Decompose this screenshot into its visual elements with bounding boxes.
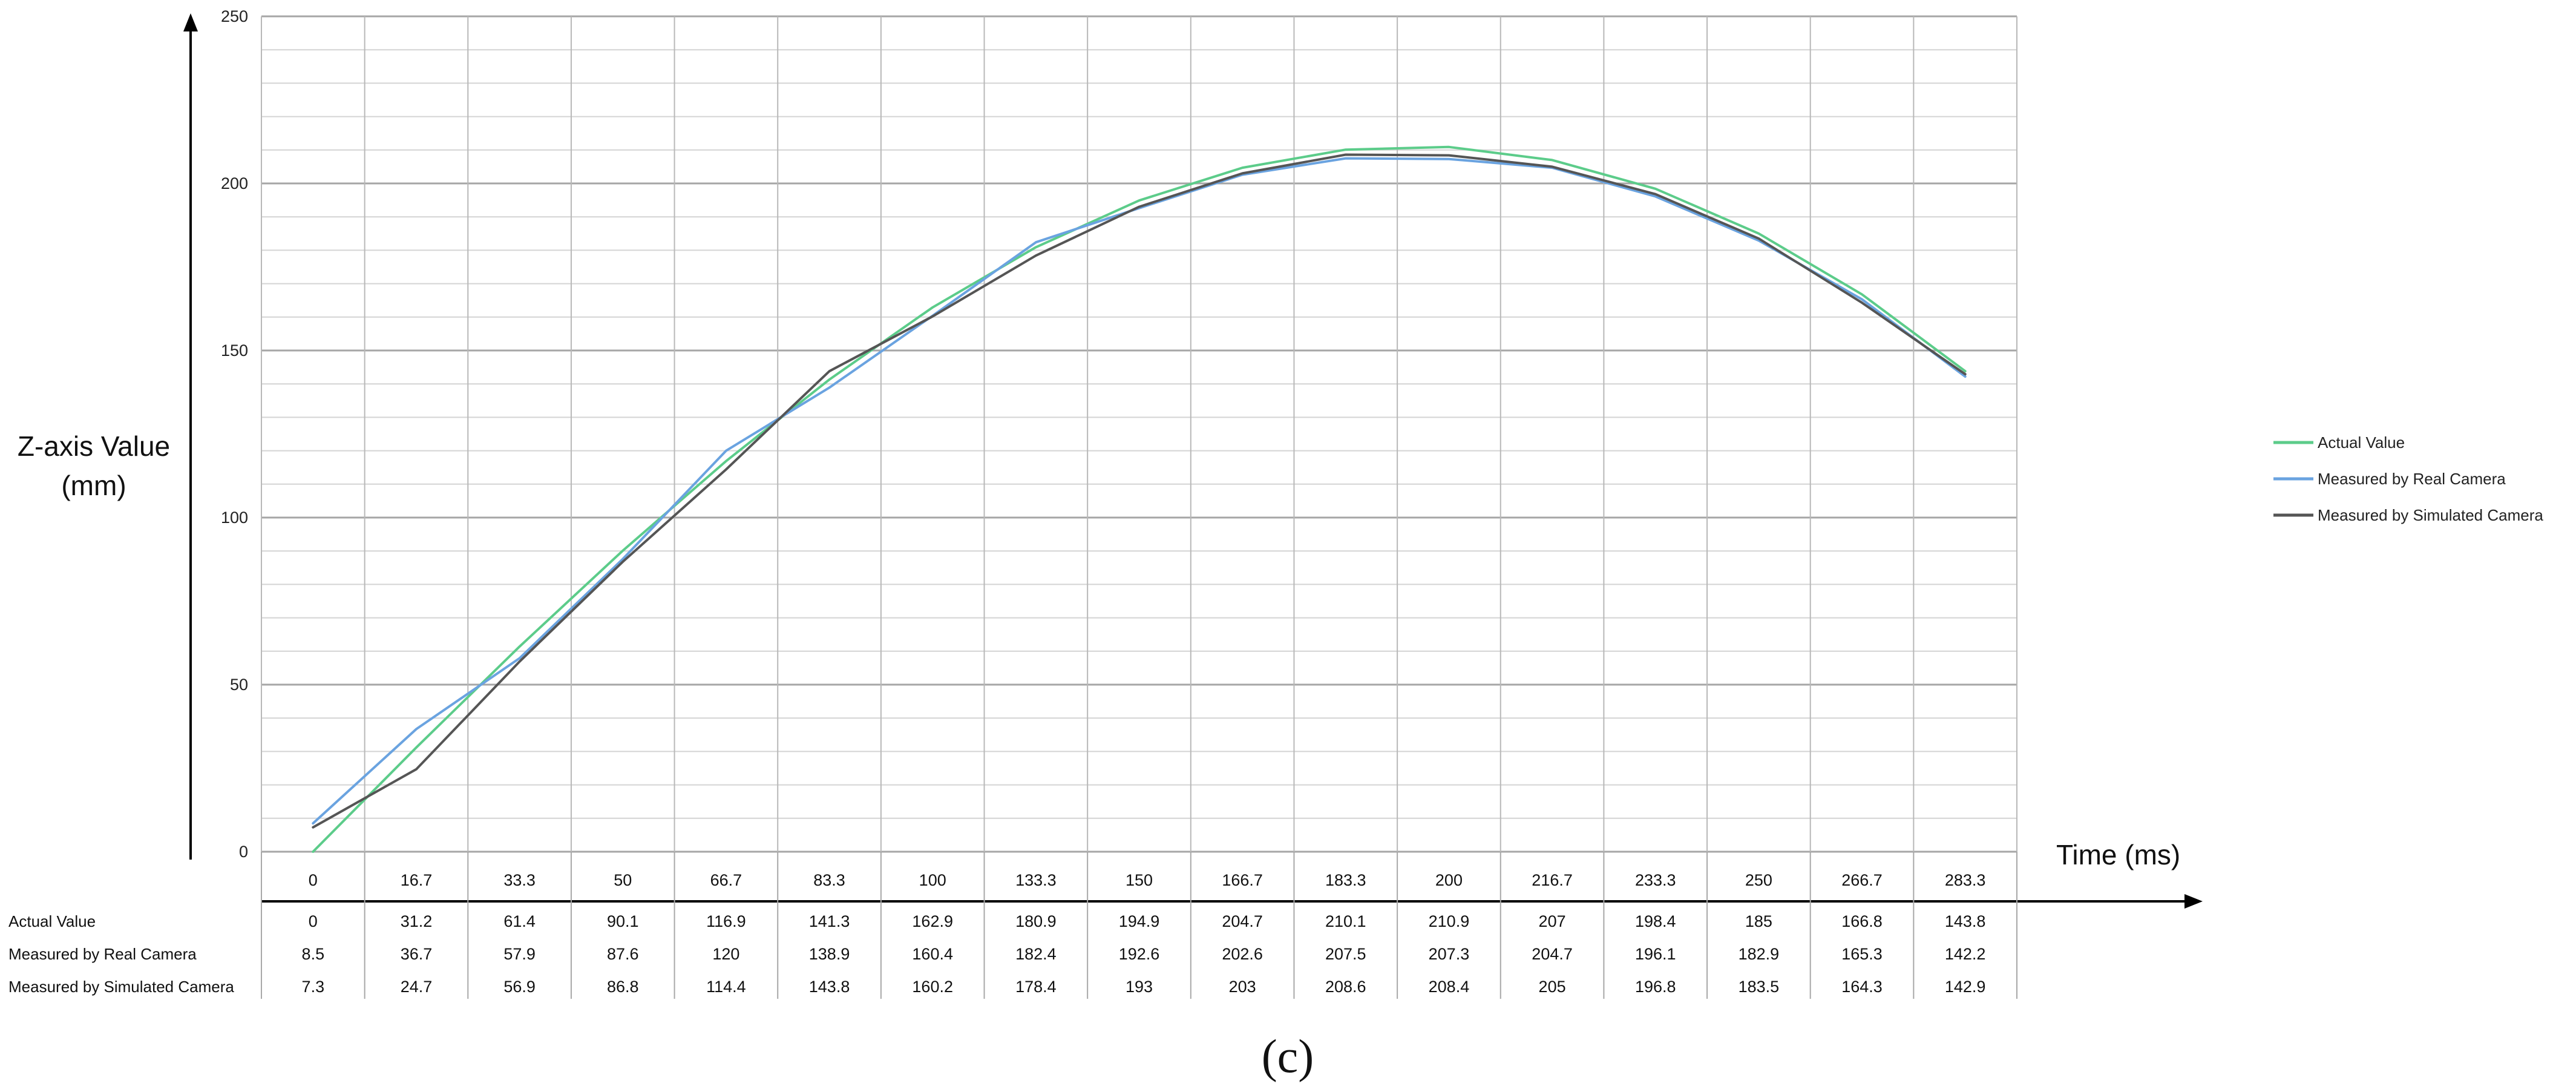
- y-tick-labels: 0 50 100 150 200 250: [221, 7, 248, 861]
- x-tick-label: 233.3: [1635, 871, 1676, 889]
- y-tick-label: 200: [221, 174, 248, 192]
- x-tick-label: 200: [1435, 871, 1463, 889]
- table-cell: 180.9: [1015, 912, 1057, 930]
- table-cell: 207: [1539, 912, 1566, 930]
- table-cell: 178.4: [1015, 978, 1057, 996]
- series-line-3: [312, 153, 1967, 829]
- y-axis-arrowhead: [183, 13, 198, 31]
- table-cell: 162.9: [912, 912, 953, 930]
- legend-label-3: Measured by Simulated Camera: [2318, 506, 2543, 524]
- table-cell: 114.4: [706, 978, 746, 996]
- table-cell: 90.1: [607, 912, 639, 930]
- table-cell: 196.8: [1635, 978, 1676, 996]
- table-cell: 8.5: [302, 945, 325, 963]
- table-cell: 120: [712, 945, 739, 963]
- table-cell: 204.7: [1532, 945, 1573, 963]
- table-cell: 116.9: [706, 912, 746, 930]
- legend-label-2: Measured by Real Camera: [2318, 470, 2506, 488]
- x-tick-label: 166.7: [1222, 871, 1263, 889]
- table-cell: 165.3: [1841, 945, 1883, 963]
- x-tick-label: 66.7: [710, 871, 742, 889]
- x-tick-label: 100: [919, 871, 946, 889]
- table-cell: 210.9: [1429, 912, 1470, 930]
- table-row-label-3: Measured by Simulated Camera: [8, 978, 234, 996]
- x-tick-label: 16.7: [401, 871, 433, 889]
- x-tick-label: 216.7: [1532, 871, 1573, 889]
- table-cell: 141.3: [809, 912, 850, 930]
- table-cell: 194.9: [1119, 912, 1160, 930]
- table-cell: 138.9: [809, 945, 850, 963]
- y-tick-label: 250: [221, 7, 248, 25]
- table-cell: 36.7: [401, 945, 433, 963]
- plot-area: [261, 15, 2017, 853]
- x-tick-label: 50: [614, 871, 632, 889]
- table-cell: 164.3: [1841, 978, 1883, 996]
- table-cell: 142.2: [1945, 945, 1986, 963]
- x-tick-label: 133.3: [1015, 871, 1057, 889]
- table-cell: 207.3: [1429, 945, 1470, 963]
- series-line-2: [312, 157, 1967, 825]
- table-cell: 160.2: [912, 978, 953, 996]
- x-tick-label: 283.3: [1945, 871, 1986, 889]
- table-cell: 198.4: [1635, 912, 1676, 930]
- legend-label-1: Actual Value: [2318, 433, 2405, 452]
- table-cell: 208.4: [1429, 978, 1470, 996]
- table-cell: 160.4: [912, 945, 953, 963]
- table-cell: 166.8: [1841, 912, 1883, 930]
- table-cell: 0: [309, 912, 318, 930]
- table-cell: 205: [1539, 978, 1566, 996]
- table-cell: 143.8: [1945, 912, 1986, 930]
- table-cell: 87.6: [607, 945, 639, 963]
- table-cell: 210.1: [1325, 912, 1366, 930]
- table-cell: 142.9: [1945, 978, 1986, 996]
- y-tick-label: 0: [239, 843, 248, 861]
- y-tick-label: 100: [221, 508, 248, 527]
- table-cell: 24.7: [401, 978, 433, 996]
- table-cell: 183.5: [1739, 978, 1780, 996]
- table-cell: 61.4: [503, 912, 536, 930]
- table-cell: 7.3: [302, 978, 325, 996]
- x-axis-arrowhead: [2184, 894, 2203, 909]
- table-cell: 143.8: [809, 978, 850, 996]
- table-cell: 182.9: [1739, 945, 1780, 963]
- table-cell: 56.9: [503, 978, 536, 996]
- x-tick-label: 150: [1126, 871, 1153, 889]
- y-axis-title-line-2: (mm): [61, 470, 126, 501]
- y-tick-label: 150: [221, 341, 248, 360]
- table-cell: 193: [1126, 978, 1153, 996]
- x-tick-label: 266.7: [1841, 871, 1883, 889]
- x-tick-label: 250: [1745, 871, 1772, 889]
- table-cell: 31.2: [401, 912, 433, 930]
- data-table: 0 16.7 33.3 50 66.7 83.3 100 133.3 150 166.7 183.3…: [8, 852, 2017, 999]
- x-tick-label: 33.3: [503, 871, 536, 889]
- table-cell: 203: [1229, 978, 1256, 996]
- table-cell: 192.6: [1119, 945, 1160, 963]
- table-row-label-1: Actual Value: [8, 912, 96, 930]
- gridlines: [261, 15, 2017, 853]
- figure-caption: (c): [1262, 1030, 1314, 1082]
- series-lines: [312, 145, 1967, 853]
- legend: Actual Value Measured by Real Camera Measu…: [2273, 433, 2543, 524]
- y-tick-label: 50: [230, 676, 248, 694]
- x-tick-label: 183.3: [1325, 871, 1366, 889]
- series-line-1: [312, 145, 1967, 853]
- table-cell: 182.4: [1015, 945, 1057, 963]
- table-cell: 204.7: [1222, 912, 1263, 930]
- y-axis-title-line-1: Z-axis Value: [18, 430, 170, 462]
- axes: [183, 13, 2203, 909]
- x-tick-label: 0: [309, 871, 318, 889]
- table-cell: 207.5: [1325, 945, 1366, 963]
- table-row-label-2: Measured by Real Camera: [8, 945, 197, 963]
- table-cell: 86.8: [607, 978, 639, 996]
- x-axis-title: Time (ms): [2056, 839, 2180, 870]
- table-cell: 57.9: [503, 945, 536, 963]
- table-cell: 208.6: [1325, 978, 1366, 996]
- y-axis-title: Z-axis Value (mm): [18, 430, 170, 501]
- table-cell: 202.6: [1222, 945, 1263, 963]
- table-cell: 196.1: [1635, 945, 1676, 963]
- x-tick-label: 83.3: [813, 871, 845, 889]
- table-cell: 185: [1745, 912, 1772, 930]
